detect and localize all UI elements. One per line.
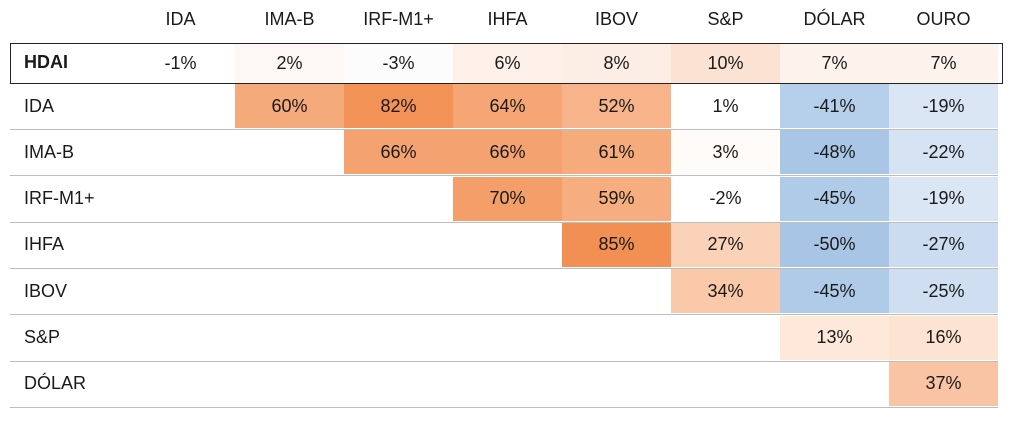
table-cell: 34% [671, 269, 780, 314]
column-header: IHFA [487, 8, 528, 29]
row-label: IHFA [24, 234, 65, 255]
table-cell: -27% [889, 222, 998, 267]
column-header: OURO [916, 8, 971, 29]
row-divider [10, 406, 998, 408]
table-cell: 7% [889, 44, 998, 83]
table-cell: -19% [889, 176, 998, 221]
table-cell: -1% [126, 44, 235, 83]
row-label: IMA-B [24, 141, 75, 162]
table-cell: -2% [671, 176, 780, 221]
table-cell: 27% [671, 222, 780, 267]
table-cell: 7% [780, 44, 889, 83]
row-label: HDAI [24, 52, 68, 72]
table-cell: 3% [671, 130, 780, 175]
table-cell: -41% [780, 84, 889, 128]
row-divider [10, 267, 998, 269]
table-cell: 70% [453, 176, 562, 221]
row-label: S&P [24, 327, 61, 347]
table-cell: 82% [344, 84, 453, 128]
table-cell: 6% [453, 44, 562, 83]
table-cell: 59% [562, 176, 671, 221]
column-header: IMA-B [264, 8, 315, 29]
column-header: S&P [707, 8, 744, 29]
table-cell: 61% [562, 130, 671, 175]
column-header: IRF-M1+ [363, 8, 434, 29]
table-cell: -45% [780, 176, 889, 221]
row-label: IDA [24, 95, 55, 116]
table-cell: 13% [780, 315, 889, 360]
column-header: DÓLAR [803, 8, 866, 29]
table-cell: 64% [453, 84, 562, 128]
row-divider [10, 129, 998, 130]
table-cell: -22% [889, 130, 998, 175]
column-header: IBOV [594, 8, 638, 29]
row-divider [10, 175, 998, 177]
table-cell: -48% [780, 130, 889, 175]
table-cell: -45% [780, 269, 889, 314]
highlight-border [10, 43, 1003, 84]
row-label: DÓLAR [24, 373, 87, 394]
row-label: IBOV [24, 280, 68, 301]
table-cell: 10% [671, 44, 780, 83]
row-divider [10, 314, 998, 316]
table-cell: 60% [235, 84, 344, 128]
table-cell: 1% [671, 84, 780, 128]
table-cell: -19% [889, 84, 998, 128]
row-divider [10, 360, 998, 362]
table-cell: 8% [562, 44, 671, 83]
table-cell: 66% [344, 130, 453, 175]
table-cell: -3% [344, 44, 453, 83]
table-cell: 37% [889, 361, 998, 406]
table-cell: 2% [235, 44, 344, 83]
column-header: IDA [165, 8, 196, 29]
table-cell: -25% [889, 269, 998, 314]
table-cell: 16% [889, 315, 998, 360]
row-label: IRF-M1+ [24, 188, 95, 209]
table-cell: 85% [562, 222, 671, 267]
row-divider [10, 221, 998, 223]
table-cell: -50% [780, 222, 889, 267]
table-cell: 66% [453, 130, 562, 175]
table-cell: 52% [562, 84, 671, 128]
